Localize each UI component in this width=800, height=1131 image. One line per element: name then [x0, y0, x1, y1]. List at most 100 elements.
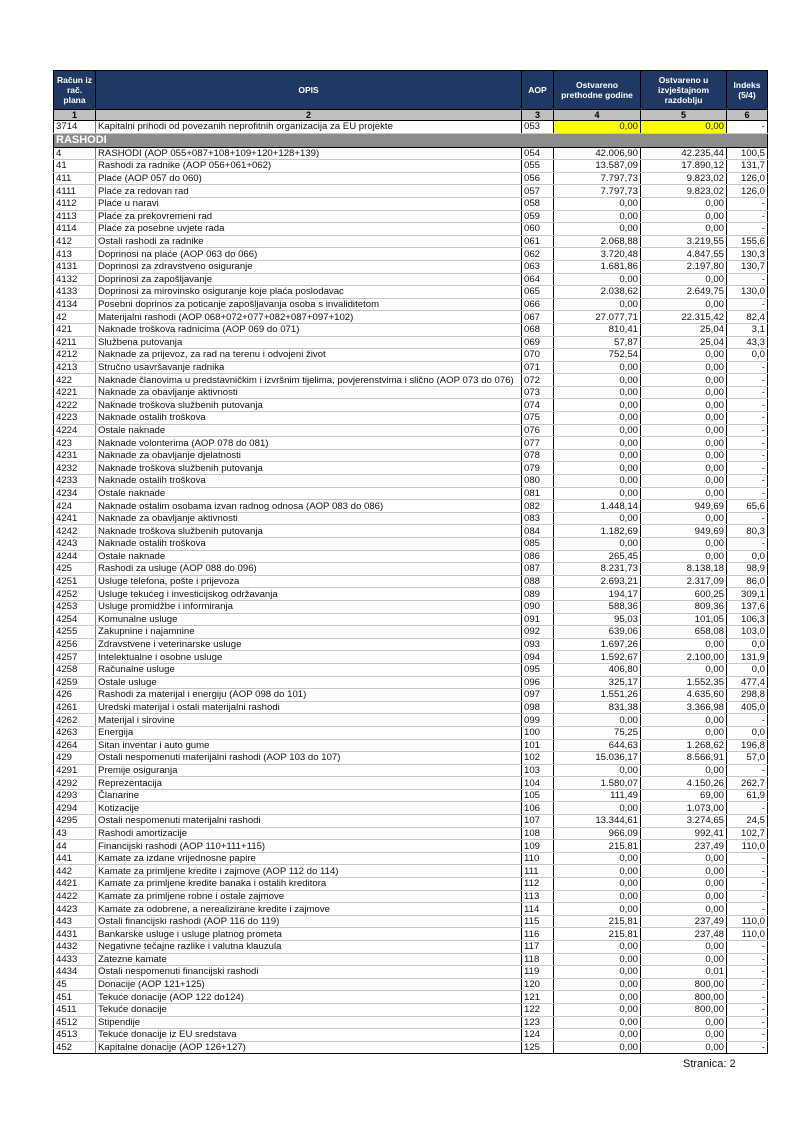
table-row: 423 Naknade volonterima (AOP 078 do 081) 0…	[53, 436, 768, 450]
index-cell: 86,0	[726, 575, 768, 589]
current-period-cell: 0,00	[640, 1028, 727, 1042]
index-cell: 0,0	[726, 638, 768, 652]
table-row: 4257 Intelektualne i osobne usluge 094 1.59…	[53, 650, 768, 664]
table-row: 4243 Naknade ostalih troškova 085 0,00 0,00-	[53, 537, 768, 551]
table-row: 4292 Reprezentacija 104 1.580,07 4.150,26 262…	[53, 776, 768, 790]
description-cell: Zdravstvene i veterinarske usluge	[95, 638, 522, 652]
description-cell: Bankarske usluge i usluge platnog promet…	[95, 927, 522, 941]
previous-year-cell: 0,00	[553, 764, 641, 778]
index-cell: 309,1	[726, 587, 768, 601]
previous-year-cell: 3.720,48	[553, 247, 641, 261]
account-cell: 4112	[53, 197, 96, 211]
index-cell: 126,0	[726, 184, 768, 198]
account-cell: 4233	[53, 474, 96, 488]
table-row: 4114 Plaće za posebne uvjete rada 060 0,00 0…	[53, 222, 768, 236]
previous-year-cell: 0,00	[553, 940, 641, 954]
description-cell: Sitan inventar i auto gume	[95, 739, 522, 753]
aop-cell: 117	[521, 940, 554, 954]
aop-cell: 105	[521, 789, 554, 803]
index-cell: 130,0	[726, 285, 768, 299]
previous-year-cell: 0,00	[553, 210, 641, 224]
description-cell: Kamate za odobrene, a nerealizirane kred…	[95, 902, 522, 916]
current-period-cell: 800,00	[640, 978, 727, 992]
expenditure-table: Račun iz rač. plana OPIS AOP Ostvareno p…	[53, 70, 768, 1055]
current-period-cell: 3.219,55	[640, 235, 727, 249]
table-row: 44 Financijski rashodi (AOP 110+111+115) 1…	[53, 839, 768, 853]
aop-cell: 111	[521, 864, 554, 879]
header-aop: AOP	[521, 70, 554, 110]
index-cell: 477,4	[726, 676, 768, 690]
previous-year-cell: 215,81	[553, 839, 641, 853]
aop-cell: 064	[521, 273, 554, 287]
account-cell: 4223	[53, 411, 96, 425]
table-row: 4232 Naknade troškova službenih putovanja…	[53, 461, 768, 476]
previous-year-cell: 0,00	[553, 398, 641, 413]
index-cell: -	[726, 965, 768, 979]
table-row: 441 Kamate za izdane vrijednosne papire 11…	[53, 852, 768, 866]
description-cell: Intelektualne i osobne usluge	[95, 650, 522, 664]
previous-year-cell: 1.551,26	[553, 688, 641, 702]
index-cell: -	[726, 877, 768, 891]
account-cell: 4254	[53, 613, 96, 627]
current-period-cell: 0,00	[640, 398, 727, 413]
table-row: 4431 Bankarske usluge i usluge platnog pr…	[53, 927, 768, 941]
current-period-cell: 25,04	[640, 336, 727, 350]
description-cell: Ostali financijski rashodi (AOP 116 do 1…	[95, 915, 522, 929]
index-cell: -	[726, 120, 768, 134]
previous-year-cell: 42.006,90	[553, 147, 641, 161]
header-previous-year: Ostvareno prethodne godine	[553, 70, 641, 110]
table-row: 422 Naknade članovima u predstavničkim i …	[53, 373, 768, 387]
aop-cell: 082	[521, 499, 554, 513]
previous-year-cell: 0,00	[553, 436, 641, 450]
index-cell: -	[726, 713, 768, 727]
description-cell: Stipendije	[95, 1016, 522, 1030]
aop-cell: 088	[521, 575, 554, 589]
table-row: 4213 Stručno usavršavanje radnika 071 0,00 0…	[53, 361, 768, 375]
description-cell: Ostale usluge	[95, 676, 522, 690]
aop-cell: 110	[521, 852, 554, 866]
description-cell: Rashodi za materijal i energiju (AOP 098…	[95, 688, 522, 702]
previous-year-cell: 265,45	[553, 550, 641, 564]
current-period-cell: 2.649,75	[640, 285, 727, 299]
previous-year-cell: 194,17	[553, 587, 641, 601]
table-row: 4252 Usluge tekućeg i investicijskog održ…	[53, 587, 768, 601]
table-row: 4261 Uredski materijal i ostali materijal…	[53, 701, 768, 715]
index-cell: -	[726, 298, 768, 312]
index-cell: -	[726, 222, 768, 236]
previous-year-cell: 0,00	[553, 411, 641, 425]
description-cell: Naknade članovima u predstavničkim i izv…	[95, 373, 522, 387]
previous-year-cell: 0,00	[553, 1003, 641, 1017]
section-heading: RASHODI	[53, 132, 768, 148]
header-account: Račun iz rač. plana	[53, 70, 96, 110]
account-cell: 4512	[53, 1016, 96, 1030]
current-period-cell: 0,00	[640, 713, 727, 727]
previous-year-cell: 2.038,62	[553, 285, 641, 299]
aop-cell: 116	[521, 927, 554, 941]
current-period-cell: 0,00	[640, 550, 727, 564]
current-period-cell: 8.566,91	[640, 751, 727, 765]
description-cell: Službena putovanja	[95, 336, 522, 350]
description-cell: Reprezentacija	[95, 776, 522, 790]
index-cell: -	[726, 864, 768, 879]
account-cell: 4222	[53, 398, 96, 413]
index-cell: -	[726, 461, 768, 476]
col-number: 2	[95, 109, 522, 121]
current-period-cell: 0,00	[640, 424, 727, 438]
previous-year-cell: 325,17	[553, 676, 641, 690]
description-cell: Ostale naknade	[95, 487, 522, 501]
index-cell: -	[726, 1016, 768, 1030]
index-cell: -	[726, 197, 768, 211]
current-period-cell: 0,00	[640, 373, 727, 387]
previous-year-cell: 752,54	[553, 348, 641, 362]
col-number: 3	[521, 109, 554, 121]
description-cell: Naknade ostalih troškova	[95, 474, 522, 488]
previous-year-cell: 0,00	[553, 1041, 641, 1055]
description-cell: Doprinosi za mirovinsko osiguranje koje …	[95, 285, 522, 299]
account-cell: 4251	[53, 575, 96, 589]
index-cell: -	[726, 953, 768, 967]
index-cell: -	[726, 210, 768, 224]
table-row: 443 Ostali financijski rashodi (AOP 116 d…	[53, 915, 768, 929]
table-row: 4259 Ostale usluge 096 325,17 1.552,35 477,4	[53, 676, 768, 690]
aop-cell: 072	[521, 373, 554, 387]
current-period-cell: 809,36	[640, 600, 727, 614]
